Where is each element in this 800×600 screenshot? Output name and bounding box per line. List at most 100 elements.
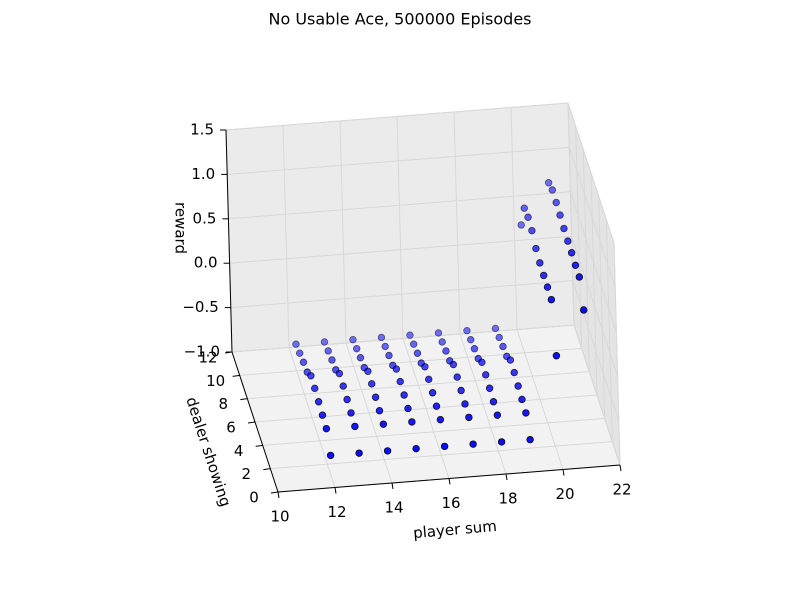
z-tick-label: 0.0 <box>194 254 218 272</box>
grid-line <box>225 102 569 131</box>
tick-mark <box>247 421 256 424</box>
data-point <box>353 344 361 353</box>
grid-line <box>247 371 590 400</box>
data-point <box>518 395 526 404</box>
grid-line <box>567 102 575 326</box>
data-point <box>520 204 528 212</box>
data-point <box>506 356 515 364</box>
x-axis-label: player sum <box>412 517 497 542</box>
data-point <box>396 377 404 386</box>
grid-line <box>569 191 617 332</box>
data-point <box>528 226 536 235</box>
x-tick-label: 16 <box>441 494 460 512</box>
data-point <box>465 413 473 422</box>
y-axis-line <box>231 351 279 493</box>
data-point <box>470 344 479 353</box>
data-point <box>381 342 389 351</box>
y-tick-label: 0 <box>249 489 259 507</box>
data-point <box>428 389 437 397</box>
grid-line <box>262 417 605 446</box>
data-point <box>495 333 503 342</box>
data-point <box>318 411 327 419</box>
y-tick-label: 8 <box>219 395 229 413</box>
tick-mark <box>448 478 451 485</box>
data-point <box>510 368 518 377</box>
grid-line <box>230 280 573 309</box>
grid-line <box>510 107 518 330</box>
tick-mark <box>562 469 565 476</box>
data-point <box>539 271 548 280</box>
data-point <box>413 349 422 357</box>
data-point <box>522 409 530 417</box>
z-tick-label: 1.0 <box>191 165 215 183</box>
y-tick-label: 12 <box>198 349 217 367</box>
data-point <box>356 353 365 362</box>
data-point <box>564 237 572 245</box>
tick-mark <box>334 487 337 494</box>
tick-mark <box>277 491 280 499</box>
x-axis-line <box>277 464 621 493</box>
tick-mark <box>505 473 508 481</box>
x-tick-label: 20 <box>555 485 574 503</box>
data-point <box>434 329 443 337</box>
data-point <box>489 398 498 406</box>
data-point <box>379 420 388 428</box>
data-point <box>410 340 418 348</box>
data-point <box>552 198 560 207</box>
data-point <box>412 444 420 453</box>
data-point <box>536 259 544 267</box>
data-point <box>311 384 319 393</box>
grid-line <box>598 196 606 419</box>
data-point <box>296 349 304 357</box>
data-point <box>355 449 363 457</box>
y-tick-label: 4 <box>234 442 244 460</box>
tick-mark <box>255 444 263 447</box>
z-axis-label: reward <box>172 202 190 254</box>
data-point <box>580 306 588 314</box>
data-point <box>328 356 336 364</box>
y-tick-label: 10 <box>206 372 225 390</box>
data-point <box>485 384 494 392</box>
tick-mark <box>391 482 394 490</box>
grid-line <box>339 120 347 344</box>
data-point <box>351 422 359 431</box>
data-point <box>307 372 315 380</box>
data-point <box>392 365 401 373</box>
data-point <box>438 338 446 346</box>
data-point <box>432 402 441 410</box>
data-point <box>322 424 331 433</box>
grid-line <box>282 125 290 348</box>
data-point <box>349 335 357 344</box>
grid-line <box>572 280 620 421</box>
y-tick-label: 2 <box>242 465 252 483</box>
data-point <box>425 375 433 384</box>
x-tick-label: 14 <box>384 499 403 517</box>
data-point <box>408 418 416 426</box>
data-point <box>368 380 376 388</box>
data-point <box>575 273 584 281</box>
data-point <box>493 411 502 419</box>
x-tick-label: 18 <box>498 490 517 508</box>
data-point <box>457 386 465 395</box>
data-point <box>552 352 561 360</box>
data-point <box>532 244 540 253</box>
data-point <box>543 283 552 291</box>
data-point <box>547 295 556 304</box>
x-tick-label: 10 <box>270 508 289 526</box>
grid-line <box>605 219 613 442</box>
data-point <box>375 407 384 415</box>
x-tick-label: 22 <box>612 481 631 499</box>
grid-line <box>590 172 598 396</box>
data-point <box>371 393 380 401</box>
tick-mark <box>619 464 622 472</box>
data-point <box>449 360 458 369</box>
data-point <box>514 382 522 390</box>
data-point <box>453 373 461 381</box>
data-point <box>469 440 477 448</box>
data-point <box>364 367 372 375</box>
grid-line <box>231 324 575 353</box>
grid-line <box>227 146 570 175</box>
data-point <box>299 358 308 366</box>
grid-line <box>571 236 619 377</box>
data-point <box>292 340 300 348</box>
